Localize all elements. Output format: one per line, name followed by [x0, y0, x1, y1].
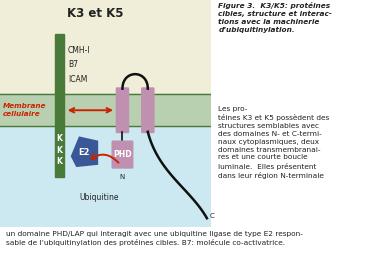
Text: K: K — [56, 134, 62, 143]
Text: CMH-I: CMH-I — [68, 45, 91, 55]
Text: PHD: PHD — [113, 150, 132, 159]
Text: Les pro-
téines K3 et K5 possèdent des
structures semblables avec
des domaines N: Les pro- téines K3 et K5 possèdent des s… — [218, 106, 330, 179]
Bar — [0, 0, 211, 94]
Text: K: K — [56, 157, 62, 166]
Polygon shape — [71, 136, 98, 167]
Text: Membrane
cellulaire: Membrane cellulaire — [3, 104, 47, 117]
FancyBboxPatch shape — [111, 140, 133, 169]
Text: E2: E2 — [79, 147, 90, 157]
Bar — [0, 94, 211, 227]
FancyBboxPatch shape — [116, 87, 129, 133]
Text: B7: B7 — [68, 60, 78, 69]
Text: Ubiquitine: Ubiquitine — [79, 193, 119, 202]
Text: K: K — [56, 146, 62, 154]
Text: Figure 3.  K3/K5: protéines
cibles, structure et interac-
tions avec la machiner: Figure 3. K3/K5: protéines cibles, struc… — [218, 2, 332, 33]
Text: ICAM: ICAM — [68, 75, 87, 84]
Text: K3 et K5: K3 et K5 — [67, 7, 123, 20]
Bar — [0, 94, 211, 126]
Text: N: N — [120, 174, 125, 180]
Text: C: C — [210, 213, 215, 219]
Text: un domaine PHD/LAP qui interagit avec une ubiquitine ligase de type E2 respon-
s: un domaine PHD/LAP qui interagit avec un… — [6, 231, 303, 246]
FancyBboxPatch shape — [141, 87, 154, 133]
Bar — [55, 34, 64, 177]
